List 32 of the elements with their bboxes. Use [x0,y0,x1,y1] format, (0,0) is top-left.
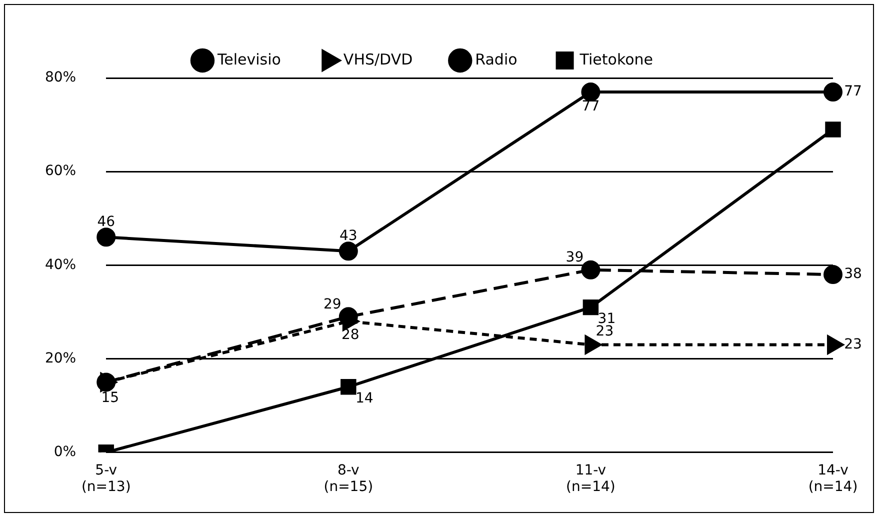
point [96,228,116,247]
data-label: 39 [566,250,584,266]
data-label: 23 [844,336,862,352]
point [340,379,356,395]
data-label: 43 [339,228,358,244]
point [581,260,600,280]
y-tick-label: 40% [44,256,76,273]
y-tick-label: 0% [54,444,76,460]
point [825,122,841,138]
y-tick-label: 20% [44,350,76,366]
data-label: 77 [844,84,862,100]
data-label: 38 [844,266,862,282]
data-label: 46 [97,214,116,230]
legend-label: VHS/DVD [343,50,413,68]
x-tick-label: 8-v (n=15) [324,462,374,496]
point [824,82,842,102]
legend-label: Tietokone [578,50,654,68]
data-label: 14 [355,390,374,407]
y-tick-label: 80% [44,70,76,86]
point [582,299,599,316]
point [338,242,358,261]
x-tick-label: 5-v (n=13) [81,462,131,496]
y-tick-label: 60% [44,163,76,180]
point [581,82,600,102]
data-label: 23 [596,323,614,340]
data-label: 29 [323,296,342,312]
point [824,265,842,284]
data-label: 15 [101,390,120,406]
legend-label: Televisio [216,50,281,68]
x-tick-label: 11-v (n=14) [566,462,616,496]
x-tick-label: 14-v (n=14) [808,462,858,496]
legend-label: Radio [475,50,518,68]
